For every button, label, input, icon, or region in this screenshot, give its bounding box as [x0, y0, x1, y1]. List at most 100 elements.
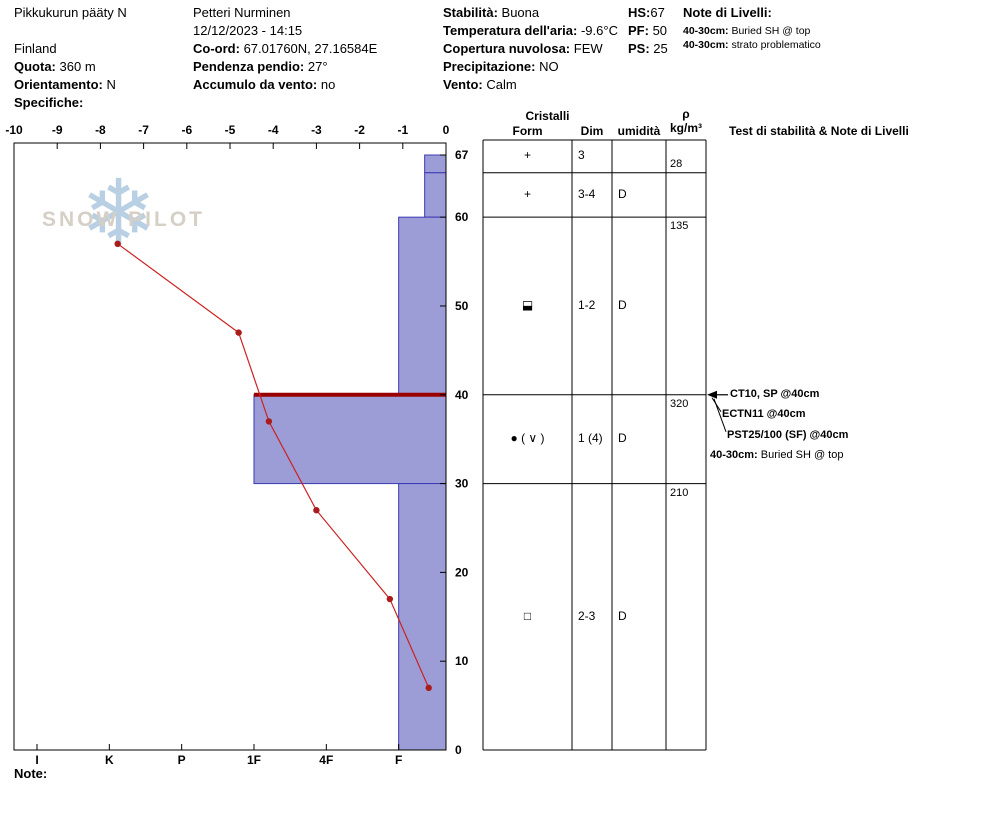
aspect-line: Orientamento: N: [14, 77, 116, 93]
hardness-bar: [424, 172, 447, 218]
crystal-humidity-value: D: [618, 431, 627, 446]
buried-sh-note-range: 40-30cm:: [710, 449, 758, 461]
depth-axis-label: 50: [455, 299, 469, 313]
hardness-bar: [424, 154, 447, 174]
humidity-column-header: umidità: [617, 124, 661, 138]
ps-label: PS:: [628, 41, 650, 56]
temp-axis-label: -1: [397, 123, 408, 137]
layer-note-2-range: 40-30cm:: [683, 39, 729, 51]
crystal-humidity-value: D: [618, 186, 627, 201]
stability-test-pst: PST25/100 (SF) @40cm: [727, 429, 849, 441]
wind-loading-line: Accumulo da vento: no: [193, 77, 335, 93]
temperature-point: [313, 507, 320, 514]
density-value: 135: [670, 220, 689, 233]
crystal-dim-value: 1-2: [578, 297, 596, 312]
temp-axis-label: -8: [95, 123, 106, 137]
slope-angle-label: Pendenza pendio:: [193, 59, 305, 74]
snowpilot-logo-text: SNOW PILOT: [42, 208, 205, 231]
density-unit-header: kg/m³: [669, 121, 702, 135]
hardness-axis-label: 4F: [319, 753, 333, 767]
crystals-title: Cristalli: [525, 109, 570, 123]
pf-line: PF: 50: [628, 23, 667, 39]
form-column-header: Form: [512, 124, 543, 138]
crystal-dim-value: 2-3: [578, 608, 596, 623]
precipitation-label: Precipitazione:: [443, 59, 536, 74]
temp-axis-label: -10: [5, 123, 23, 137]
density-value: 210: [670, 486, 689, 499]
density-symbol-header: ρ: [682, 107, 690, 121]
hardness-axis-label: K: [105, 753, 114, 767]
temp-axis-label: -4: [268, 123, 279, 137]
specifics-label: Specifiche:: [14, 95, 84, 110]
pf-value: 50: [652, 23, 668, 38]
temp-axis-label: -7: [138, 123, 149, 137]
temp-axis-label: 0: [443, 123, 450, 137]
stability-panel-title: Test di stabilità & Note di Livelli: [729, 124, 909, 138]
precipitation-value: NO: [539, 59, 559, 74]
crystal-dim-value: 1 (4): [578, 431, 603, 446]
aspect-label: Orientamento:: [14, 77, 103, 92]
wind-line: Vento: Calm: [443, 77, 517, 93]
stability-line: Stabilità: Buona: [443, 5, 539, 21]
depth-axis-label: 67: [455, 148, 469, 162]
depth-axis-label: 10: [455, 654, 469, 668]
stability-value: Buona: [501, 5, 540, 20]
ps-line: PS: 25: [628, 41, 668, 57]
country-name: Finland: [14, 41, 57, 56]
depth-axis-label: 60: [455, 210, 469, 224]
elevation-value: 360 m: [59, 59, 96, 74]
hardness-bar: [253, 394, 447, 485]
depth-axis-label: 20: [455, 565, 469, 579]
air-temp-line: Temperatura dell'aria: -9.6°C: [443, 23, 618, 39]
slope-angle-value: 27°: [307, 59, 328, 74]
depth-axis-label: 40: [455, 388, 469, 402]
temperature-line: [117, 243, 430, 689]
crystal-form-symbol: □: [523, 608, 532, 623]
coordinates-line: Co-ord: 67.01760N, 27.16584E: [193, 41, 377, 57]
air-temp-value: -9.6°C: [580, 23, 618, 38]
hardness-axis-label: F: [395, 753, 402, 767]
hardness-bar: [398, 216, 447, 396]
crystal-form-symbol: +: [523, 186, 531, 201]
stability-label: Stabilità:: [443, 5, 498, 20]
left-arrow-icon: [707, 390, 717, 399]
cloud-cover-label: Copertura nuvolosa:: [443, 41, 571, 56]
layer-note-1-range: 40-30cm:: [683, 25, 729, 37]
cloud-cover-value: FEW: [573, 41, 603, 56]
pf-label: PF:: [628, 23, 649, 38]
temp-axis-label: -2: [354, 123, 365, 137]
dim-column-header: Dim: [580, 124, 604, 138]
density-value: 28: [670, 158, 683, 170]
footer-note-label: Note:: [14, 766, 48, 781]
hardness-axis-label: P: [178, 753, 186, 767]
crystal-form-symbol: ⬓: [521, 297, 534, 312]
temperature-point: [114, 240, 121, 248]
slope-angle-line: Pendenza pendio: 27°: [193, 59, 328, 75]
wind-label: Vento:: [443, 77, 483, 92]
air-temp-label: Temperatura dell'aria:: [443, 23, 578, 38]
hardness-axis-label: I: [35, 753, 38, 767]
buried-sh-note-text: Buried SH @ top: [760, 449, 844, 461]
depth-axis-label: 30: [455, 477, 469, 491]
stability-connector-pst: [713, 398, 727, 432]
temperature-point: [425, 684, 432, 692]
crystal-form-symbol: ● ( ∨ ): [510, 431, 545, 446]
wind-value: Calm: [486, 77, 517, 92]
hs-label: HS:: [628, 5, 651, 20]
precipitation-line: Precipitazione: NO: [443, 59, 559, 75]
cloud-cover-line: Copertura nuvolosa: FEW: [443, 41, 603, 57]
temp-axis-label: -9: [52, 123, 63, 137]
observer-name: Petteri Nurminen: [193, 5, 291, 20]
aspect-value: N: [106, 77, 116, 92]
ps-value: 25: [653, 41, 668, 56]
layer-note-2: 40-30cm: strato problematico: [683, 38, 821, 52]
layer-note-1-text: Buried SH @ top: [731, 25, 811, 37]
wind-loading-label: Accumulo da vento:: [193, 77, 318, 92]
crystal-dim-value: 3-4: [578, 186, 596, 201]
density-value: 320: [670, 397, 689, 410]
temperature-point: [235, 329, 242, 336]
temp-axis-label: -3: [311, 123, 322, 137]
coordinates-label: Co-ord:: [193, 41, 240, 56]
stability-test-ectn: ECTN11 @40cm: [722, 408, 806, 420]
